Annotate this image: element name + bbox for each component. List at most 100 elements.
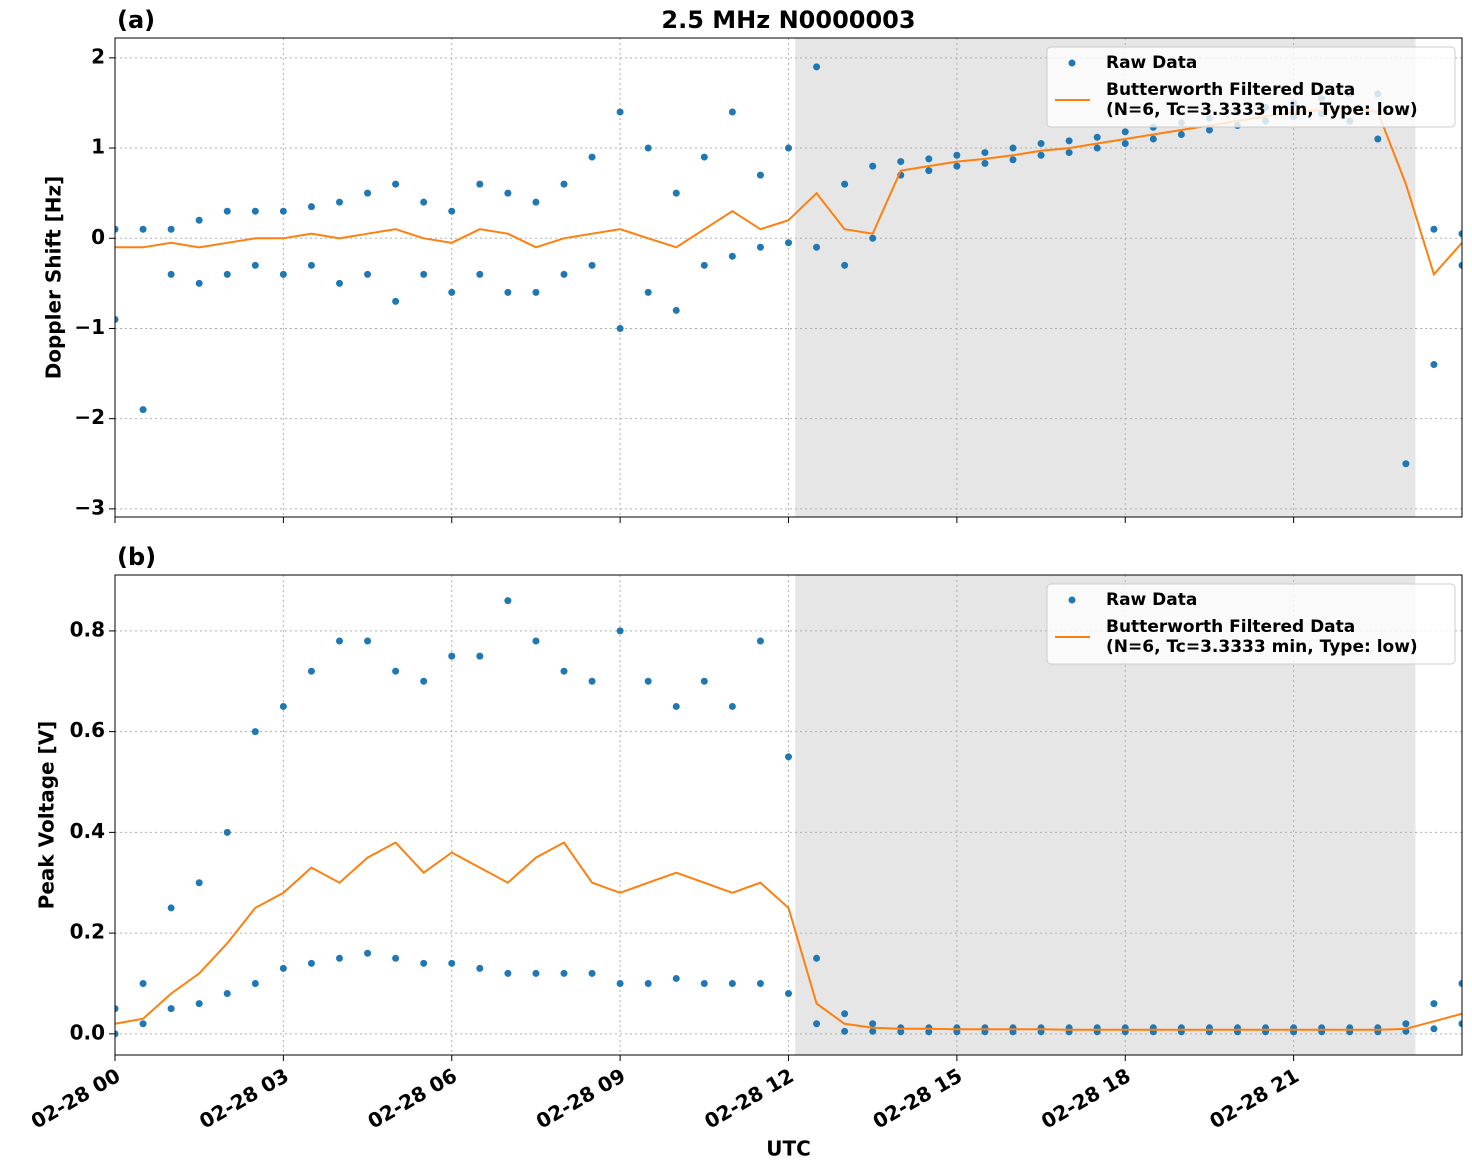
axes-frame [114,574,1463,1056]
x-axis-label: UTC [766,1137,811,1161]
raw-point [167,225,175,233]
raw-point [336,198,343,206]
axes-frame [114,37,1463,518]
raw-point [476,270,484,278]
y-axis-label: Peak Voltage [V] [35,721,59,910]
raw-point [223,828,231,836]
raw-point [981,149,989,157]
raw-point [813,243,821,251]
raw-point [195,216,203,224]
raw-point [364,270,372,278]
raw-point [700,261,708,269]
raw-point [1374,135,1382,143]
raw-point [115,1030,119,1038]
y-tick-label: −3 [74,495,105,519]
raw-point [279,964,287,972]
raw-point [616,627,624,635]
panel-label: (b) [117,543,156,571]
raw-point [560,180,568,188]
raw-point [756,243,764,251]
legend-label: Butterworth Filtered Data (N=6, Tc=3.3333… [1106,80,1418,120]
raw-point [700,677,708,685]
raw-point [672,189,680,197]
raw-point [476,964,484,972]
raw-point [476,180,484,188]
legend-box [1046,46,1456,128]
raw-point [167,1005,175,1013]
raw-point [1037,140,1045,148]
y-tick-label: 1 [91,135,105,159]
raw-point [1121,128,1129,136]
raw-point [195,1000,203,1008]
raw-point [588,153,596,161]
raw-point [167,904,175,912]
raw-point [448,288,456,296]
raw-point [616,324,624,332]
raw-point [785,239,792,247]
raw-point [448,652,456,660]
raw-point [504,288,512,296]
raw-point [1402,1020,1410,1028]
raw-point [728,252,736,260]
raw-point [588,677,596,685]
raw-point [392,297,400,305]
raw-point [981,159,989,167]
raw-point [392,180,400,188]
raw-point [560,969,568,977]
legend-label: Butterworth Filtered Data (N=6, Tc=3.3333… [1106,617,1418,657]
raw-point [644,677,652,685]
raw-point [1037,151,1045,159]
y-tick-label: 0.8 [70,617,105,641]
raw-point [420,198,428,206]
raw-point [644,144,652,152]
raw-point [139,406,147,414]
raw-point [336,954,343,962]
raw-point [841,1010,849,1018]
raw-point [756,171,764,179]
raw-point [785,753,792,761]
raw-point [672,306,680,314]
raw-point [841,180,849,188]
raw-point [504,597,512,605]
raw-point [841,1027,849,1035]
raw-point [869,1020,877,1028]
raw-point [560,667,568,675]
legend-marker [1068,59,1076,67]
raw-point [364,637,372,645]
raw-point [869,234,877,242]
raw-point [841,261,849,269]
raw-point [1402,460,1410,468]
y-tick-label: 0.0 [70,1020,105,1044]
raw-point [279,207,287,215]
raw-point [869,1027,877,1035]
panel-label: (a) [117,6,155,34]
raw-point [1177,131,1185,139]
raw-point [1430,1025,1438,1033]
y-tick-label: 0 [91,225,105,249]
raw-point [700,153,708,161]
raw-point [420,959,428,967]
raw-point [728,702,736,710]
raw-point [1093,133,1101,141]
raw-point [1458,230,1462,238]
raw-point [616,979,624,987]
raw-point [115,225,119,233]
raw-point [223,270,231,278]
raw-point [897,158,905,166]
plot-area [115,597,1462,1038]
raw-point [616,108,624,116]
filtered-line [115,841,1462,1031]
raw-point [813,1020,821,1028]
raw-point [1458,1020,1462,1028]
legend-marker [1068,596,1076,604]
raw-point [420,270,428,278]
legend-label: Raw Data [1106,590,1197,610]
raw-point [195,279,203,287]
raw-point [1065,149,1073,157]
raw-point [1458,979,1462,987]
raw-point [700,979,708,987]
raw-point [953,151,961,159]
raw-point [195,879,203,887]
raw-point [115,1005,119,1013]
